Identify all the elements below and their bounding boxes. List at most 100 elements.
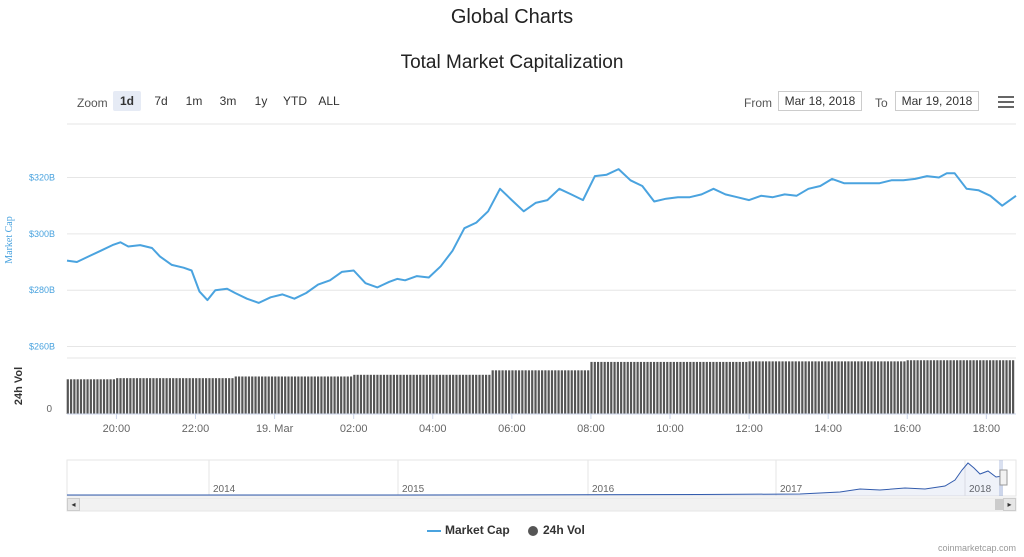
volume-bar xyxy=(76,379,79,414)
volume-bar xyxy=(303,376,307,414)
volume-bar xyxy=(320,376,323,414)
volume-bar xyxy=(73,379,76,414)
volume-bar xyxy=(471,374,475,414)
volume-bar xyxy=(66,379,69,414)
volume-bar xyxy=(603,361,606,414)
volume-bar xyxy=(343,376,346,414)
zoom-button-3m[interactable]: 3m xyxy=(219,94,237,108)
volume-bar xyxy=(1002,360,1005,414)
volume-bar xyxy=(392,374,395,414)
volume-bar xyxy=(847,361,850,414)
navigator-area xyxy=(67,463,1003,496)
volume-bar xyxy=(583,370,587,414)
volume-bar xyxy=(455,374,458,414)
volume-bar xyxy=(119,378,122,414)
volume-bar xyxy=(475,374,478,414)
volume-bar xyxy=(102,379,106,414)
zoom-button-ytd[interactable]: YTD xyxy=(283,94,307,108)
volume-bar xyxy=(1005,360,1008,414)
volume-bar xyxy=(445,374,448,414)
volume-bar xyxy=(181,378,185,414)
volume-bar xyxy=(682,361,685,414)
volume-bar xyxy=(195,378,198,414)
volume-bar xyxy=(890,361,893,414)
credits[interactable]: coinmarketcap.com xyxy=(937,543,1016,553)
volume-bar xyxy=(415,374,419,414)
volume-bar xyxy=(814,361,817,414)
scrollbar-left-button[interactable]: ◂ xyxy=(67,498,80,511)
volume-bar xyxy=(916,360,919,414)
volume-bar xyxy=(834,361,837,414)
x-tick-label: 14:00 xyxy=(814,423,842,435)
volume-bar xyxy=(932,360,936,414)
zoom-button-1y[interactable]: 1y xyxy=(254,94,268,108)
volume-bar xyxy=(168,378,171,414)
volume-bar xyxy=(985,360,988,414)
from-date-input[interactable]: Mar 18, 2018 xyxy=(778,91,862,111)
zoom-button-7d[interactable]: 7d xyxy=(154,94,168,108)
volume-bar xyxy=(919,360,922,414)
market-cap-line xyxy=(66,168,1017,304)
volume-bar xyxy=(613,361,616,414)
volume-bar xyxy=(356,374,359,414)
volume-bar xyxy=(485,374,488,414)
volume-bar xyxy=(287,376,290,414)
y-tick-label: $280B xyxy=(29,285,55,295)
volume-bar xyxy=(863,361,866,414)
volume-bar xyxy=(883,361,886,414)
volume-bar xyxy=(185,378,188,414)
volume-bar xyxy=(969,360,972,414)
volume-bar xyxy=(544,370,547,414)
scrollbar-right-button[interactable]: ▸ xyxy=(1003,498,1016,511)
navigator-year-label: 2016 xyxy=(592,484,615,495)
volume-bar xyxy=(946,360,949,414)
volume-bar xyxy=(820,361,824,414)
volume-bar xyxy=(880,361,883,414)
volume-bar xyxy=(656,361,659,414)
volume-bar xyxy=(264,376,267,414)
volume-bar xyxy=(244,376,247,414)
volume-bar xyxy=(643,361,646,414)
volume-bar xyxy=(317,376,320,414)
volume-bar xyxy=(178,378,181,414)
y-tick-label: $300B xyxy=(29,229,55,239)
volume-bar xyxy=(715,361,718,414)
zoom-button-all[interactable]: ALL xyxy=(318,94,340,108)
volume-bar xyxy=(211,378,214,414)
zoom-button-1d[interactable]: 1d xyxy=(113,91,141,111)
to-date-input[interactable]: Mar 19, 2018 xyxy=(895,91,979,111)
hamburger-icon[interactable] xyxy=(998,96,1014,108)
zoom-button-1m[interactable]: 1m xyxy=(185,94,203,108)
volume-bar xyxy=(280,376,283,414)
volume-bar xyxy=(541,370,544,414)
volume-bar xyxy=(577,370,580,414)
volume-bar xyxy=(600,361,603,414)
legend-market-cap[interactable]: Market Cap xyxy=(427,523,510,537)
volume-bar xyxy=(340,376,343,414)
volume-bar xyxy=(373,374,376,414)
volume-bar xyxy=(458,374,461,414)
volume-bar xyxy=(975,360,978,414)
volume-bar xyxy=(135,378,139,414)
volume-bar xyxy=(692,361,695,414)
volume-bar xyxy=(939,360,942,414)
volume-bar xyxy=(616,361,619,414)
volume-bar xyxy=(758,361,761,414)
volume-bar xyxy=(857,361,860,414)
x-tick-label: 20:00 xyxy=(103,423,131,435)
volume-bar xyxy=(708,361,712,414)
volume-bar xyxy=(623,361,626,414)
volume-bar xyxy=(234,376,237,414)
legend-volume[interactable]: 24h Vol xyxy=(528,523,585,537)
volume-bar xyxy=(524,370,527,414)
volume-bar xyxy=(537,370,540,414)
volume-bar xyxy=(106,379,109,414)
volume-bar xyxy=(705,361,708,414)
volume-bar xyxy=(827,361,830,414)
volume-bar xyxy=(514,370,517,414)
volume-bar xyxy=(629,361,633,414)
volume-bar xyxy=(886,361,890,414)
volume-bar xyxy=(79,379,83,414)
volume-bar xyxy=(988,360,992,414)
volume-bar xyxy=(491,370,494,414)
